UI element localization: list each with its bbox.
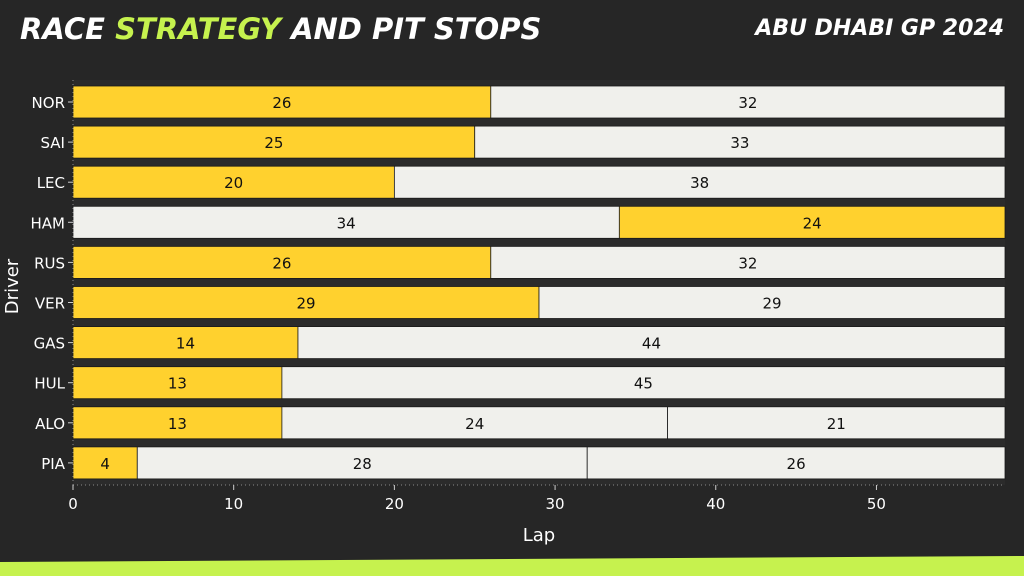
stint-laps-label: 34	[337, 214, 356, 232]
driver-row: 4 28 26	[72, 446, 1006, 480]
stint-laps-label: 44	[642, 335, 661, 353]
stint-bar	[393, 165, 1006, 199]
title-part-2: AND PIT STOPS	[280, 12, 542, 46]
y-tick-label: RUS	[34, 254, 65, 272]
driver-row: 26 32	[72, 85, 1006, 119]
y-tick-label: PIA	[41, 455, 65, 473]
stint-bar	[297, 326, 1006, 360]
x-axis: 0 10 20 30 40 50	[68, 484, 1005, 513]
y-tick-label: LEC	[37, 174, 65, 192]
x-tick-label: 40	[706, 495, 725, 513]
x-axis-label: Lap	[523, 525, 555, 546]
x-tick-label: 50	[867, 495, 886, 513]
driver-row: 20 38	[72, 165, 1006, 199]
chart-title: RACE STRATEGY AND PIT STOPS	[20, 12, 541, 46]
stint-bar	[281, 406, 668, 440]
stint-laps-label: 24	[465, 415, 484, 433]
stint-laps-label: 32	[738, 254, 757, 272]
stint-laps-label: 26	[787, 455, 806, 473]
stint-bar	[538, 286, 1006, 319]
driver-row: 14 44	[72, 326, 1006, 360]
stint-laps-label: 21	[827, 415, 846, 433]
title-accent: STRATEGY	[115, 12, 281, 46]
driver-row: 13 45	[72, 366, 1006, 400]
stint-bar	[72, 326, 299, 360]
y-tick-label: HAM	[31, 214, 65, 232]
stint-bar	[72, 366, 283, 400]
driver-row: 13 24 21	[72, 406, 1006, 440]
stint-bar	[72, 406, 283, 440]
event-label: ABU DHABI GP 2024	[755, 16, 1004, 41]
x-tick-label: 20	[385, 495, 404, 513]
y-tick-label: GAS	[34, 335, 65, 353]
stint-bar	[281, 366, 1006, 400]
title-part-1: RACE	[20, 12, 116, 46]
stint-bar	[586, 446, 1006, 480]
y-tick-label: SAI	[41, 134, 66, 152]
driver-row: 29 29	[72, 286, 1006, 319]
x-tick-label: 10	[224, 495, 243, 513]
footer-accent-band	[0, 556, 1024, 576]
stint-bar	[618, 205, 1006, 239]
stint-laps-label: 25	[264, 134, 283, 152]
stint-laps-label: 24	[803, 214, 822, 232]
stint-laps-label: 29	[296, 295, 315, 313]
stint-bar	[667, 406, 1006, 440]
y-tick-label: NOR	[32, 94, 65, 112]
accent-stripe	[0, 556, 1024, 576]
stint-laps-label: 4	[100, 455, 110, 473]
stint-laps-label: 26	[272, 254, 291, 272]
stint-laps-label: 13	[168, 375, 187, 393]
stint-laps-label: 33	[730, 134, 749, 152]
stint-laps-label: 29	[762, 295, 781, 313]
y-axis: NOR SAI LEC HAM RUS VER GAS HUL ALO PIA	[31, 80, 74, 485]
stint-bar	[72, 165, 395, 199]
stint-laps-label: 13	[168, 415, 187, 433]
x-tick-label: 30	[546, 495, 565, 513]
stint-bar	[72, 205, 620, 239]
stint-bar	[72, 245, 492, 279]
stint-laps-label: 28	[353, 455, 372, 473]
stint-bar	[490, 85, 1006, 119]
x-tick-label: 0	[68, 495, 78, 513]
stint-laps-label: 38	[690, 174, 709, 192]
stint-laps-label: 45	[634, 375, 653, 393]
stint-laps-label: 14	[176, 335, 195, 353]
stint-laps-label: 26	[272, 94, 291, 112]
driver-row: 25 33	[72, 125, 1006, 159]
y-tick-label: ALO	[35, 415, 65, 433]
stint-bar	[136, 446, 588, 480]
y-tick-label: HUL	[34, 375, 65, 393]
y-axis-label: Driver	[2, 258, 23, 314]
stint-laps-label: 20	[224, 174, 243, 192]
y-tick-label: VER	[35, 295, 65, 313]
driver-row: 34 24	[72, 205, 1006, 239]
stint-bar	[72, 286, 540, 319]
stint-bar	[490, 245, 1006, 279]
stint-laps-label: 32	[738, 94, 757, 112]
driver-row: 26 32	[72, 245, 1006, 279]
stint-bar	[474, 125, 1006, 159]
